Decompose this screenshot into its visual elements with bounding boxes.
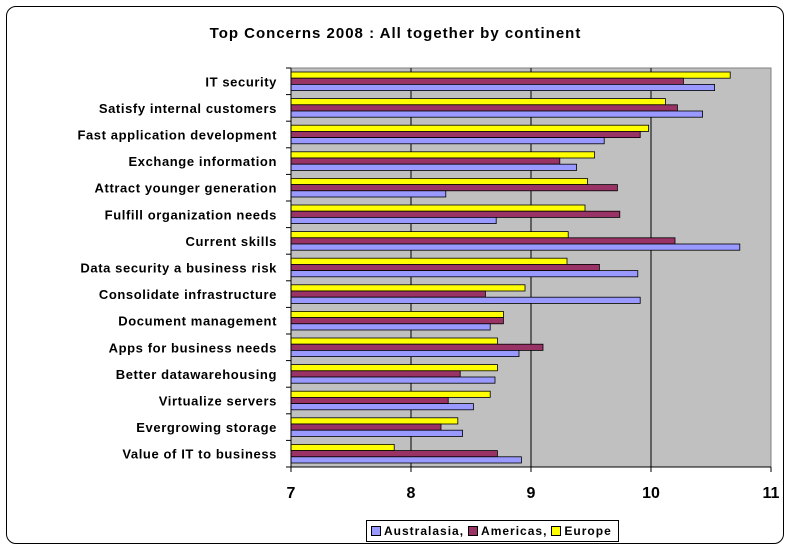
bar-europe [290,284,526,292]
bar-australasia [290,270,639,278]
bar-australasia [290,323,491,331]
legend-swatch-americas [468,526,479,536]
bar-americas [290,290,486,298]
bar-americas [290,104,678,112]
bar-americas [290,370,461,378]
legend-label-europe: Europe [564,524,612,538]
bar-australasia [290,163,578,171]
bar-americas [290,184,618,192]
bar-australasia [290,137,605,145]
x-tick-label: 10 [642,485,660,502]
bar-europe [290,337,498,345]
bar-europe [290,151,596,159]
category-label: Consolidate infrastructure [99,287,277,302]
bar-australasia [290,456,522,464]
category-label: Fast application development [77,128,277,143]
category-label: Virtualize servers [159,394,277,409]
bar-europe [290,257,568,265]
category-label: IT security [205,74,277,89]
bar-americas [290,130,641,138]
bar-americas [290,77,684,85]
bar-australasia [290,216,497,224]
bar-europe [290,204,586,212]
category-label: Value of IT to business [122,447,277,462]
bar-europe [290,390,491,398]
chart-title: Top Concerns 2008 : All together by cont… [209,25,582,42]
category-label: Fulfill organization needs [105,207,277,222]
x-tick-label: 9 [527,485,536,502]
bar-europe [290,443,395,451]
bar-australasia [290,376,496,384]
bar-americas [290,450,498,458]
category-label: Current skills [186,234,277,249]
category-label: Apps for business needs [109,340,277,355]
bar-australasia [290,190,447,198]
bar-europe [290,177,588,185]
bar-australasia [290,243,741,251]
category-label: Attract younger generation [95,181,277,196]
legend-item-europe: Europe [551,524,611,538]
bar-europe [290,231,569,239]
bar-americas [290,157,561,165]
bar-australasia [290,349,520,357]
x-tick-label: 8 [407,485,416,502]
bar-americas [290,423,442,431]
bar-americas [290,343,544,351]
bar-australasia [290,296,641,304]
category-label: Better datawarehousing [116,367,277,382]
bar-americas [290,237,676,245]
category-label: Data security a business risk [80,261,277,276]
legend-swatch-europe [551,526,562,536]
legend-label-americas: Americas, [481,524,548,538]
category-label: Document management [118,314,277,329]
x-tick-label: 11 [763,485,780,502]
bar-europe [290,364,498,372]
legend: Australasia, Americas, Europe [366,520,619,542]
category-label: Satisfy internal customers [99,101,277,116]
bar-americas [290,396,449,404]
category-label: Exchange information [128,154,277,169]
bar-europe [290,98,666,106]
bar-australasia [290,84,716,92]
bar-australasia [290,403,474,411]
bar-europe [290,417,459,425]
bar-europe [290,310,504,318]
legend-item-americas: Americas, [468,524,547,538]
bar-australasia [290,429,464,437]
bar-americas [290,263,600,271]
bar-europe [290,124,650,132]
legend-item-australasia: Australasia, [371,524,464,538]
bar-americas [290,317,504,325]
bar-europe [290,71,731,79]
legend-swatch-australasia [371,526,381,536]
category-label: Evergrowing storage [136,420,277,435]
legend-label-australasia: Australasia, [384,524,465,538]
bar-americas [290,210,621,218]
x-tick-label: 7 [287,485,296,502]
bar-australasia [290,110,704,118]
